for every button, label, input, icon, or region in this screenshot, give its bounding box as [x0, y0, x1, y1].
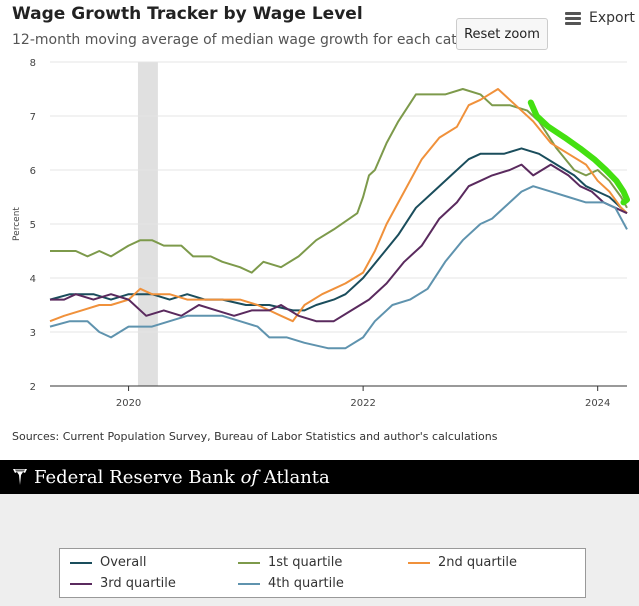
chart-title: Wage Growth Tracker by Wage Level — [12, 4, 363, 24]
legend-item[interactable]: 2nd quartile — [408, 555, 517, 570]
legend-swatch — [238, 582, 260, 585]
y-axis-label: Percent — [12, 207, 22, 241]
legend-swatch — [408, 561, 430, 564]
fed-brand-bar: Federal Reserve Bank of Atlanta — [0, 460, 639, 494]
legend-label: 3rd quartile — [100, 576, 176, 591]
legend-item[interactable]: Overall — [70, 555, 146, 570]
y-tick-label: 5 — [30, 220, 36, 231]
legend-swatch — [70, 561, 92, 564]
series-line-4 — [50, 163, 628, 323]
legend-item[interactable]: 3rd quartile — [70, 576, 176, 591]
series-line-1 — [49, 147, 628, 312]
legend-label: 2nd quartile — [438, 555, 518, 570]
legend-swatch — [70, 582, 92, 585]
sources-note: Sources: Current Population Survey, Bure… — [12, 430, 498, 443]
x-tick-label: 2024 — [585, 398, 610, 409]
wage-growth-chart[interactable]: 2 3 4 5 6 7 8 2020 2022 2024 Percent — [0, 52, 639, 412]
legend-swatch — [238, 561, 260, 564]
y-tick-label: 6 — [30, 166, 36, 177]
legend-item[interactable]: 1st quartile — [238, 555, 342, 570]
export-label: Export — [589, 10, 635, 26]
x-tick-label: 2022 — [350, 398, 375, 409]
y-tick-label: 4 — [30, 274, 36, 285]
fed-brand-name: Federal Reserve Bank of Atlanta — [34, 466, 330, 488]
y-tick-label: 3 — [30, 328, 36, 339]
y-tick-label: 8 — [30, 58, 36, 69]
legend-label: 4th quartile — [268, 576, 344, 591]
series-line-5 — [49, 185, 628, 350]
legend-label: 1st quartile — [268, 555, 343, 570]
series-line-2 — [50, 88, 628, 274]
legend-label: Overall — [100, 555, 147, 570]
green-annotation-stroke — [527, 99, 630, 206]
legend-item[interactable]: 4th quartile — [238, 576, 344, 591]
hamburger-menu-icon — [565, 11, 581, 25]
chart-subtitle: 12-month moving average of median wage g… — [12, 32, 456, 48]
chart-legend: Overall 1st quartile 2nd quartile 3rd quart… — [59, 548, 586, 598]
y-tick-label: 2 — [30, 382, 36, 393]
series-line-3 — [49, 88, 628, 323]
fed-eagle-logo-icon — [13, 469, 27, 485]
export-menu-button[interactable]: Export — [565, 10, 635, 26]
reset-zoom-button[interactable]: Reset zoom — [456, 18, 548, 50]
y-tick-label: 7 — [30, 112, 36, 123]
x-tick-label: 2020 — [116, 398, 141, 409]
